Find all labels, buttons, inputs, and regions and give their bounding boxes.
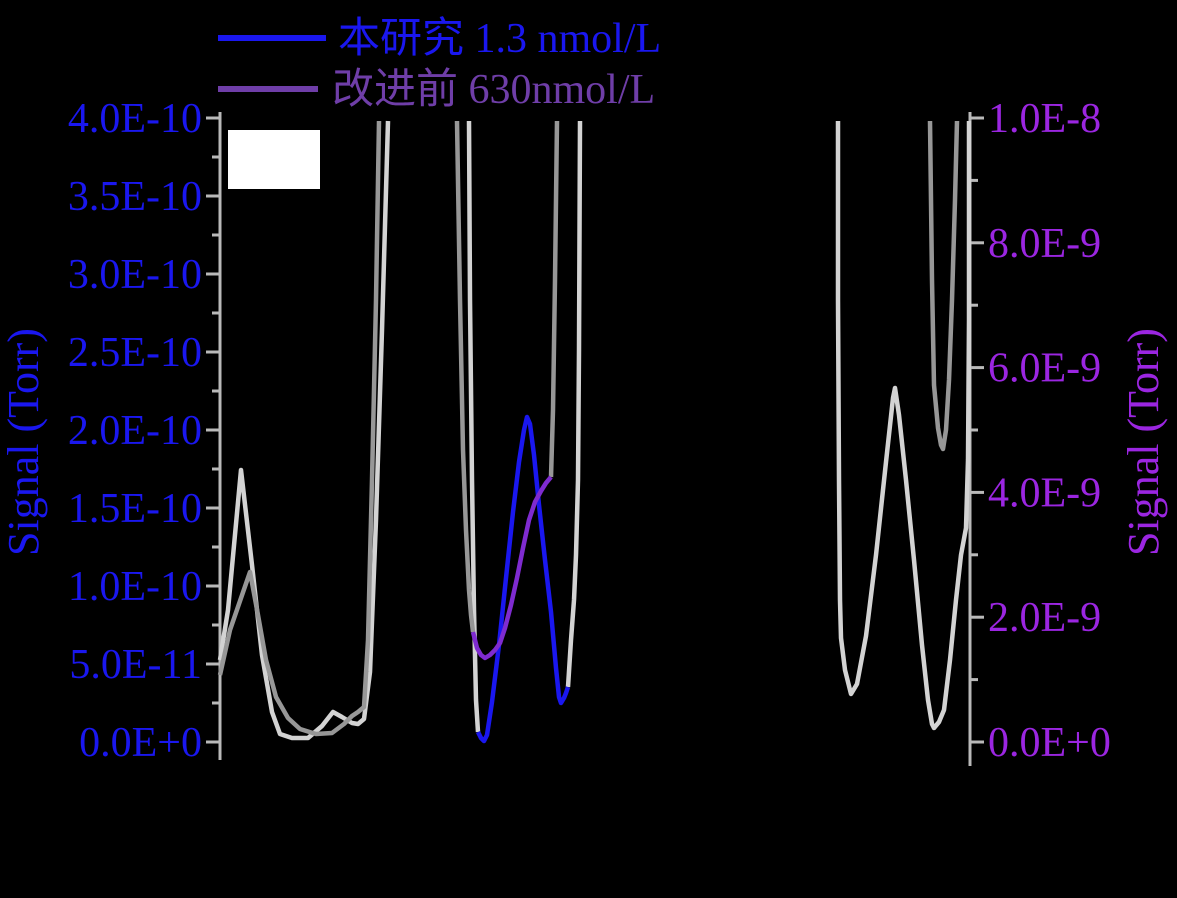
right-tick-label: 4.0E-9 bbox=[988, 470, 1101, 516]
right-tick-label: 6.0E-9 bbox=[988, 346, 1101, 392]
left-axis-title: Signal (Torr) bbox=[0, 328, 48, 556]
this_study_raw_trace-line bbox=[217, 120, 391, 741]
before_improvement_highlight_peak-line bbox=[470, 475, 553, 661]
left-axis-tick-labels: 4.0E-10 3.5E-10 3.0E-10 2.5E-10 2.0E-10 1.5E-… bbox=[68, 96, 202, 766]
right-axis-tick-labels: 1.0E-8 8.0E-9 6.0E-9 4.0E-9 2.0E-9 0.0E+0 bbox=[988, 96, 1111, 766]
this_study_raw_trace-line bbox=[565, 120, 583, 688]
before_improvement_raw_trace-line bbox=[217, 120, 382, 737]
right-tick-label: 0.0E+0 bbox=[988, 720, 1111, 766]
chromatogram-curves bbox=[217, 120, 972, 744]
white-patch-box bbox=[228, 130, 320, 189]
this_study_raw_trace-line bbox=[835, 121, 972, 731]
this_study_highlight_peak-line bbox=[475, 414, 571, 744]
right-axis-ticks bbox=[971, 116, 984, 744]
before_improvement_raw_trace-line bbox=[927, 120, 960, 452]
right-tick-label: 8.0E-9 bbox=[988, 221, 1101, 267]
right-axis-title: Signal (Torr) bbox=[1119, 328, 1168, 556]
left-tick-label: 4.0E-10 bbox=[68, 96, 202, 142]
left-tick-label: 2.5E-10 bbox=[68, 330, 202, 376]
left-tick-label: 3.0E-10 bbox=[68, 252, 202, 298]
before_improvement_raw_trace-line bbox=[454, 120, 476, 633]
before_improvement_raw_trace-line bbox=[548, 120, 560, 478]
left-tick-label: 3.5E-10 bbox=[68, 174, 202, 220]
legend-label-this-study: 本研究 1.3 nmol/L bbox=[338, 15, 661, 62]
left-tick-label: 1.0E-10 bbox=[68, 564, 202, 610]
left-axis-ticks bbox=[206, 116, 219, 744]
legend: 本研究 1.3 nmol/L 改进前 630nmol/L bbox=[218, 15, 661, 113]
left-tick-label: 1.5E-10 bbox=[68, 486, 202, 532]
this_study_raw_trace-line bbox=[466, 120, 481, 733]
right-tick-label: 2.0E-9 bbox=[988, 595, 1101, 641]
left-tick-label: 2.0E-10 bbox=[68, 408, 202, 454]
legend-label-before-improvement: 改进前 630nmol/L bbox=[332, 67, 655, 113]
left-tick-label: 0.0E+0 bbox=[79, 720, 202, 766]
left-tick-label: 5.0E-11 bbox=[69, 642, 202, 688]
right-tick-label: 1.0E-8 bbox=[988, 96, 1101, 142]
